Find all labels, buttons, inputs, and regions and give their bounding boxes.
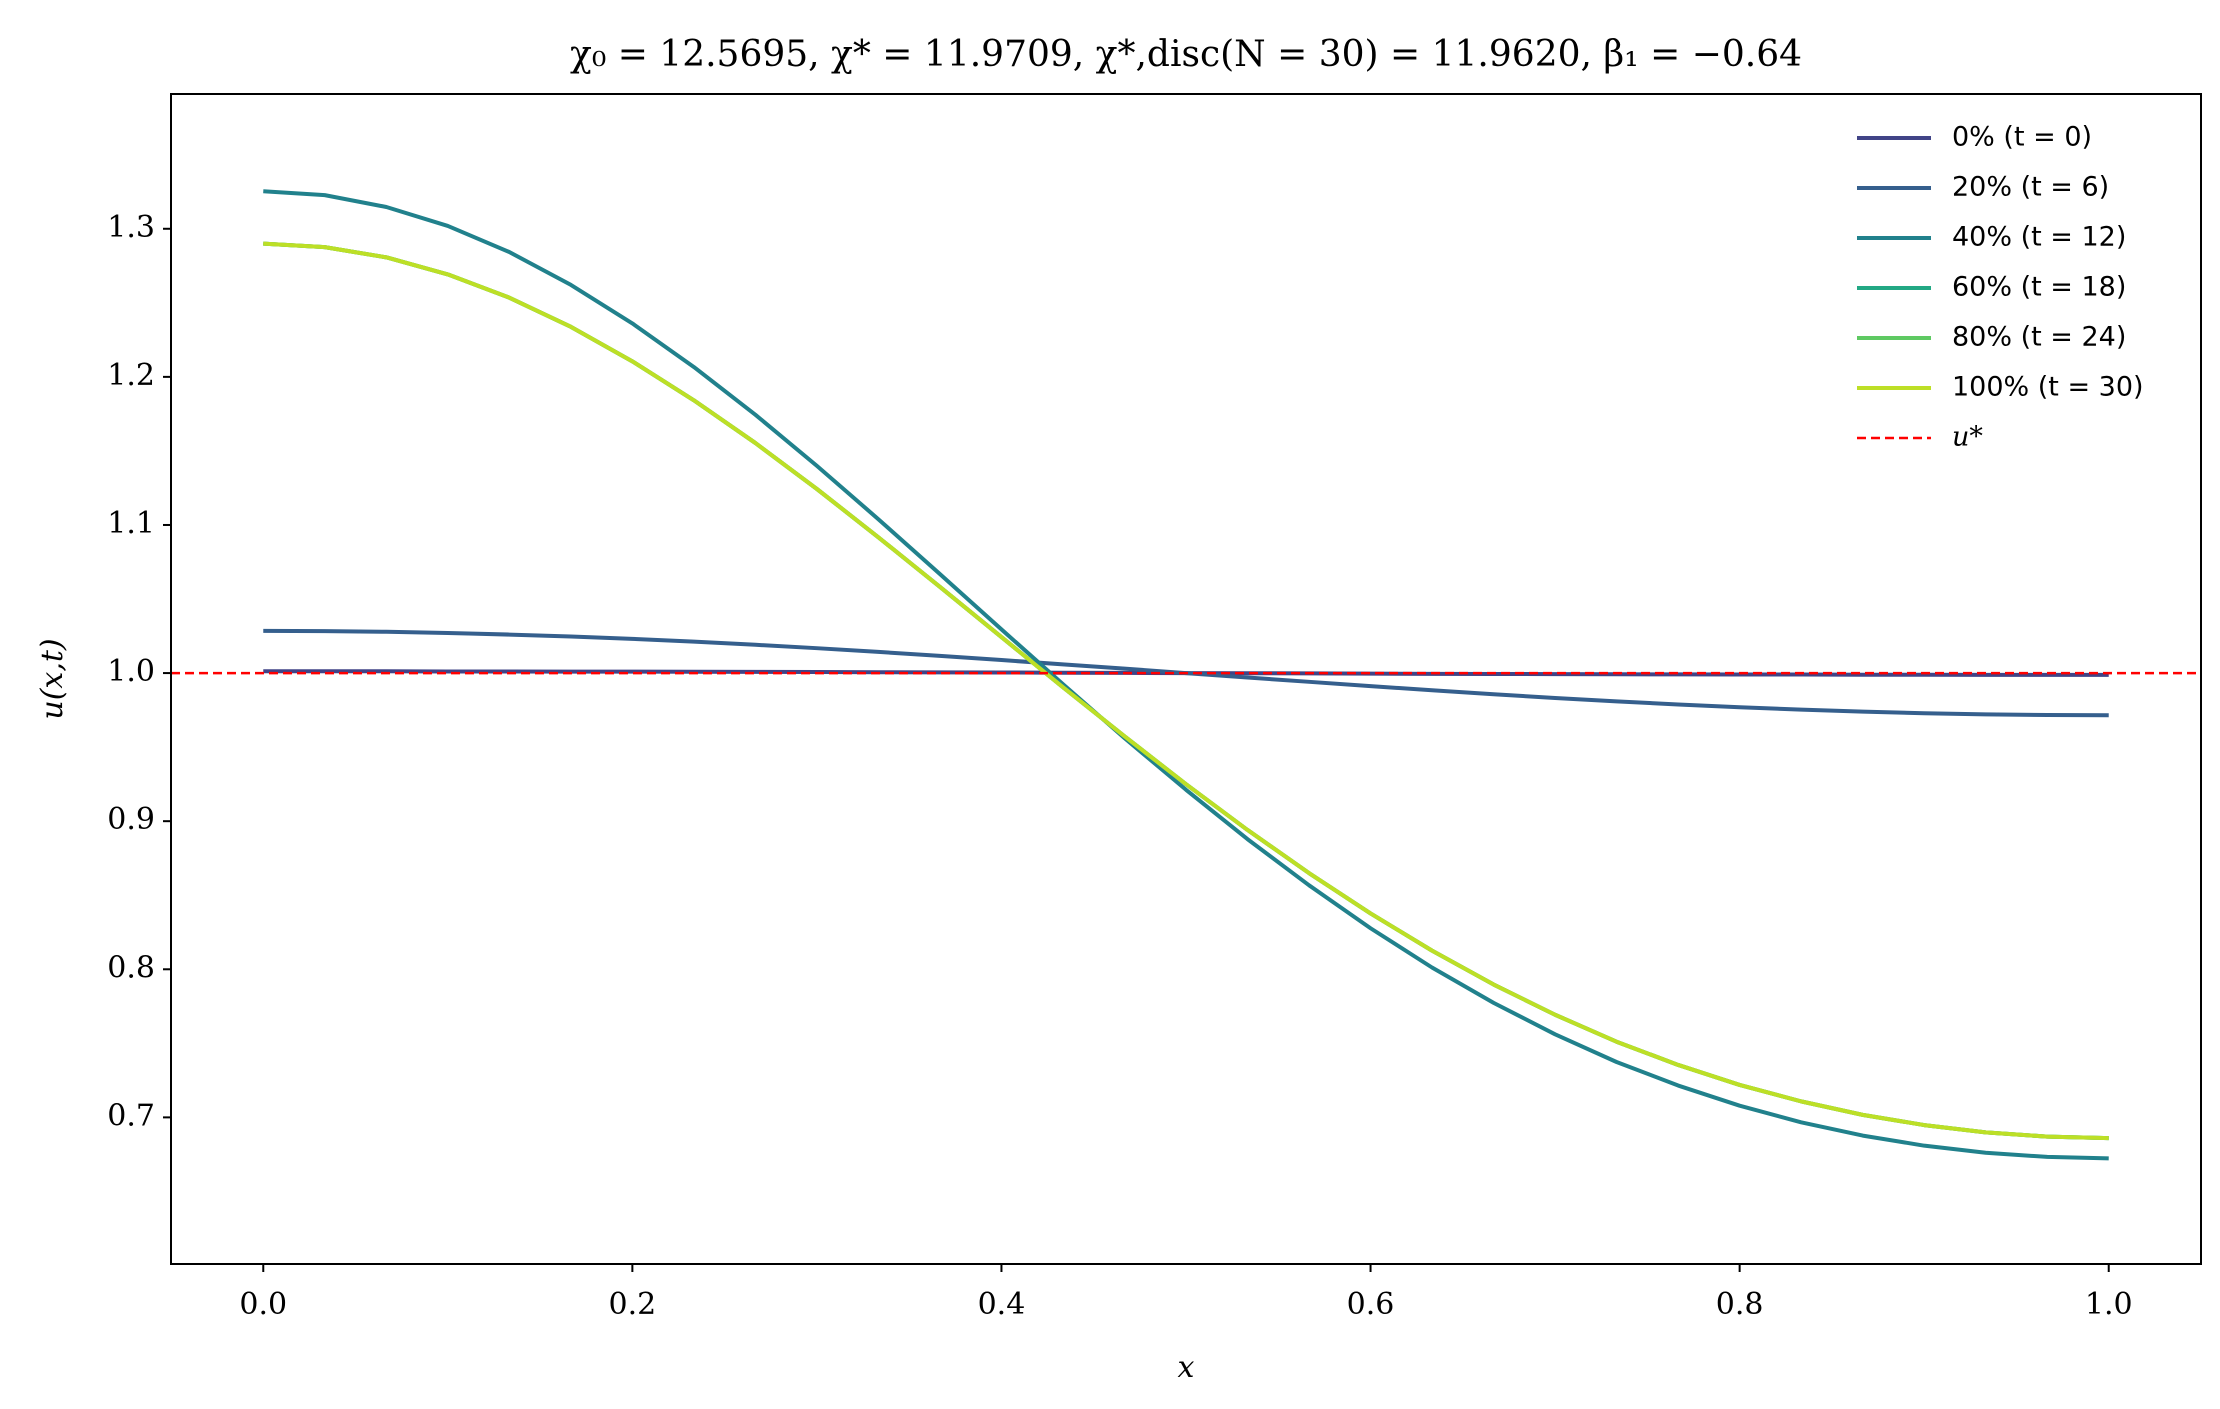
y-tick-label: 1.0 — [107, 654, 155, 689]
x-axis-label: x — [1178, 1350, 1195, 1385]
x-tick-label: 0.2 — [609, 1287, 657, 1322]
y-tick-label: 0.9 — [107, 802, 155, 837]
chart-title: χ₀ = 12.5695, χ* = 11.9709, χ*,disc(N = … — [570, 34, 1802, 75]
legend-label: 40% (t = 12) — [1952, 222, 2126, 253]
y-tick-label: 0.7 — [107, 1098, 155, 1133]
x-tick-label: 0.6 — [1347, 1287, 1395, 1322]
legend-label: 20% (t = 6) — [1952, 172, 2109, 203]
legend-label: 100% (t = 30) — [1952, 372, 2144, 403]
legend-label: 80% (t = 24) — [1952, 322, 2126, 353]
y-tick-label: 1.3 — [107, 210, 155, 245]
legend-label: 60% (t = 18) — [1952, 272, 2126, 303]
y-tick-label: 1.2 — [107, 358, 155, 393]
x-tick-label: 1.0 — [2085, 1287, 2133, 1322]
legend-label: 0% (t = 0) — [1952, 122, 2092, 153]
x-tick-label: 0.8 — [1716, 1287, 1764, 1322]
legend: 0% (t = 0) 20% (t = 6) 40% (t = 12) 60% (t … — [1857, 122, 2144, 453]
legend-label: u* — [1952, 422, 1983, 453]
y-tick-label: 0.8 — [107, 950, 155, 985]
x-tick-label: 0.4 — [978, 1287, 1026, 1322]
y-tick-label: 1.1 — [107, 506, 155, 541]
series-line — [263, 241, 2109, 1141]
series-line — [263, 189, 2109, 1161]
y-axis-label: u(x,t) — [35, 638, 70, 719]
x-tick-label: 0.0 — [239, 1287, 287, 1322]
plot-frame — [170, 93, 2202, 1265]
plot-area — [171, 189, 2201, 1161]
